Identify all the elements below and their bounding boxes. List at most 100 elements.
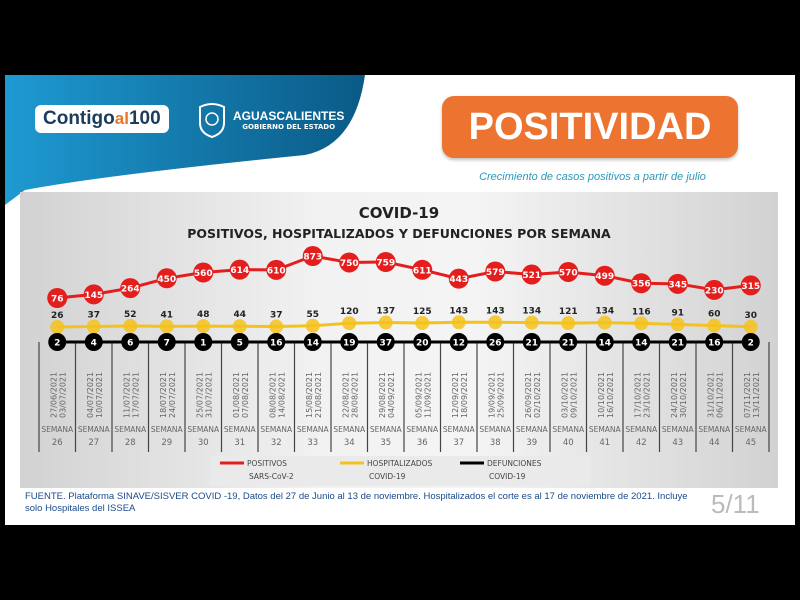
week-prefix-label: SEMANA	[370, 425, 403, 434]
date-range-start-label: 19/09/2021	[487, 372, 496, 418]
contigo-al-100-logo: Contigoal100	[35, 105, 169, 133]
defunciones-label: 5	[237, 339, 243, 349]
defunciones-label: 14	[598, 339, 611, 349]
week-prefix-label: SEMANA	[552, 425, 585, 434]
hospitalizados-label: 55	[306, 310, 319, 320]
positivos-label: 76	[51, 295, 64, 305]
legend-label: SARS-CoV-2	[249, 472, 294, 481]
date-range-end-label: 13/11/2021	[752, 372, 761, 418]
slide: Contigoal100 AGUASCALIENTES GOBIERNO DEL …	[5, 75, 795, 525]
hospitalizados-point	[123, 318, 138, 333]
date-range-start-label: 04/07/2021	[86, 372, 95, 418]
defunciones-point	[267, 333, 286, 351]
defunciones-label: 12	[452, 339, 465, 349]
week-prefix-label: SEMANA	[297, 425, 330, 434]
date-range-start-label: 12/09/2021	[451, 372, 460, 418]
header-banner	[5, 75, 365, 205]
legend-label: DEFUNCIONES	[487, 459, 542, 468]
week-prefix-label: SEMANA	[41, 425, 74, 434]
week-number-label: 43	[672, 438, 683, 448]
positivos-label: 345	[668, 280, 687, 290]
defunciones-point	[48, 333, 67, 351]
hospitalizados-point	[342, 316, 357, 331]
defunciones-point	[668, 333, 687, 351]
date-range-end-label: 02/10/2021	[533, 372, 542, 418]
week-number-label: 35	[380, 438, 391, 448]
hospitalizados-label: 125	[413, 307, 432, 317]
positivos-label: 759	[376, 259, 395, 269]
date-range-end-label: 14/08/2021	[277, 372, 286, 418]
defunciones-point	[303, 333, 322, 351]
date-range-end-label: 10/07/2021	[95, 372, 104, 418]
hospitalizados-label: 44	[233, 310, 246, 320]
defunciones-label: 4	[91, 339, 97, 349]
week-prefix-label: SEMANA	[187, 425, 220, 434]
hospitalizados-point	[86, 319, 101, 334]
defunciones-point	[449, 333, 468, 351]
week-prefix-label: SEMANA	[516, 425, 549, 434]
defunciones-point	[705, 333, 724, 351]
hospitalizados-label: 120	[340, 307, 359, 317]
defunciones-label: 21	[671, 339, 684, 349]
coat-of-arms-icon	[199, 103, 225, 139]
hospitalizados-point	[196, 319, 211, 334]
slide-subtitle: Crecimiento de casos positivos a partir …	[479, 171, 706, 183]
positivos-point	[412, 259, 433, 280]
hospitalizados-label: 116	[632, 307, 651, 317]
defunciones-label: 7	[164, 339, 170, 349]
week-number-label: 38	[490, 438, 501, 448]
defunciones-point	[741, 333, 760, 351]
date-range-end-label: 31/07/2021	[204, 372, 213, 418]
defunciones-point	[376, 333, 395, 351]
defunciones-point	[84, 333, 103, 351]
positivos-label: 356	[632, 280, 651, 290]
week-prefix-label: SEMANA	[260, 425, 293, 434]
week-number-label: 34	[344, 438, 355, 448]
week-number-label: 41	[599, 438, 610, 448]
defunciones-point	[157, 333, 176, 351]
positivos-point	[740, 275, 761, 296]
week-prefix-label: SEMANA	[333, 425, 366, 434]
positivos-point	[339, 252, 360, 273]
defunciones-label: 21	[525, 339, 538, 349]
positivos-label: 450	[157, 275, 176, 285]
date-range-start-label: 15/08/2021	[305, 372, 314, 418]
defunciones-point	[194, 333, 213, 351]
defunciones-point	[340, 333, 359, 351]
positivos-point	[266, 259, 287, 280]
defunciones-point	[522, 333, 541, 351]
hospitalizados-label: 134	[522, 307, 541, 317]
week-prefix-label: SEMANA	[406, 425, 439, 434]
date-range-start-label: 29/08/2021	[378, 372, 387, 418]
positivos-label: 264	[121, 285, 140, 295]
defunciones-label: 2	[748, 339, 754, 349]
positivos-label: 610	[267, 266, 286, 276]
date-range-start-label: 08/08/2021	[268, 372, 277, 418]
page-number: 5/11	[711, 489, 760, 519]
positivos-label: 315	[741, 282, 760, 292]
hospitalizados-point	[670, 317, 685, 332]
defunciones-label: 37	[379, 339, 392, 349]
date-range-start-label: 26/09/2021	[524, 372, 533, 418]
positivos-label: 560	[194, 269, 213, 279]
date-range-end-label: 21/08/2021	[314, 372, 323, 418]
hospitalizados-label: 143	[486, 306, 505, 316]
defunciones-point	[632, 333, 651, 351]
positivos-label: 521	[522, 271, 541, 281]
defunciones-point	[230, 333, 249, 351]
date-range-end-label: 03/07/2021	[58, 372, 67, 418]
week-number-label: 39	[526, 438, 537, 448]
week-prefix-label: SEMANA	[735, 425, 768, 434]
week-number-label: 33	[307, 438, 318, 448]
positivos-point	[229, 259, 250, 280]
week-number-label: 27	[88, 438, 99, 448]
hospitalizados-label: 121	[559, 307, 578, 317]
date-range-start-label: 07/11/2021	[743, 372, 752, 418]
hospitalizados-point	[707, 318, 722, 333]
date-range-end-label: 09/10/2021	[569, 372, 578, 418]
gov-sub: GOBIERNO DEL ESTADO	[242, 123, 336, 131]
date-range-end-label: 06/11/2021	[715, 372, 724, 418]
defunciones-point	[413, 333, 432, 351]
date-range-start-label: 11/07/2021	[122, 372, 131, 418]
hospitalizados-point	[269, 319, 284, 334]
